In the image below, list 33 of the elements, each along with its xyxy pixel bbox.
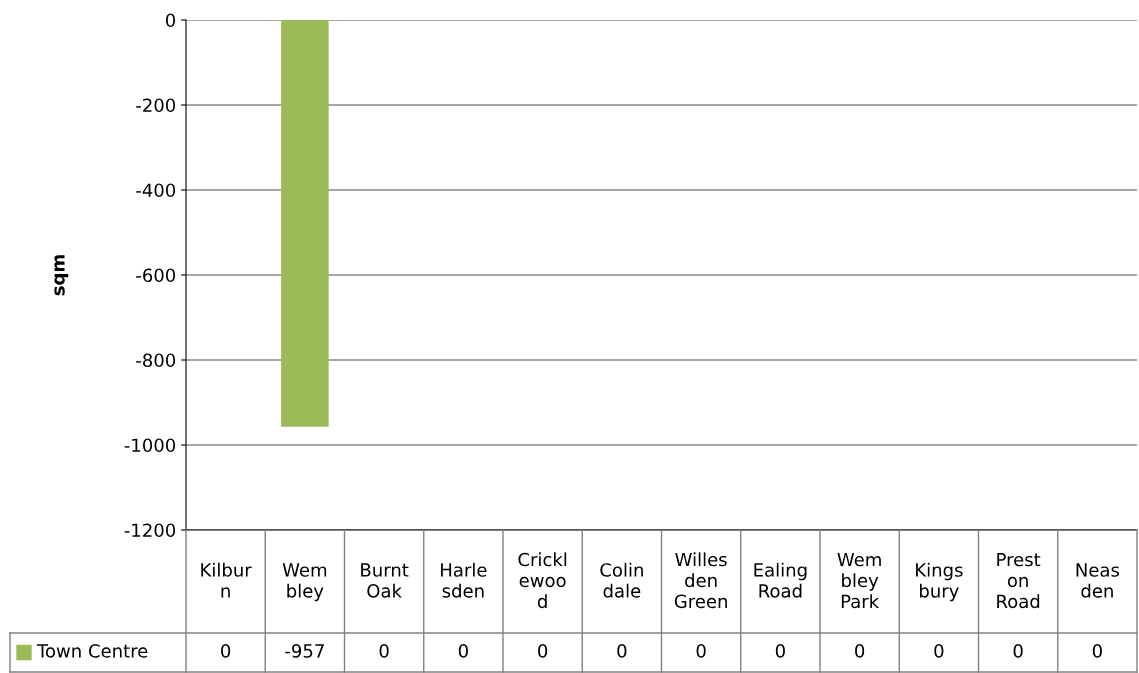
y-tick-label: 0 bbox=[165, 13, 176, 28]
x-tick-label: Burnt Oak bbox=[361, 563, 409, 598]
x-tick-label: Colin dale bbox=[600, 562, 643, 598]
x-tick-label: Crickl ewoo d bbox=[518, 552, 567, 609]
x-tick-label: Willes den Green bbox=[674, 552, 727, 609]
data-label: 0 bbox=[458, 644, 468, 658]
x-tick-label: Ealing Road bbox=[754, 562, 807, 598]
data-label: 0 bbox=[934, 644, 944, 658]
x-tick-label: Wem bley Park bbox=[837, 552, 881, 609]
legend-label: Town Centre bbox=[36, 644, 148, 658]
data-label: 0 bbox=[696, 644, 706, 658]
x-tick-label: Neas den bbox=[1076, 563, 1120, 598]
data-label: 0 bbox=[855, 644, 865, 658]
data-label: 0 bbox=[221, 644, 231, 658]
data-label: -957 bbox=[285, 644, 324, 658]
x-tick-label: Prest on Road bbox=[997, 552, 1041, 609]
data-label: 0 bbox=[1013, 644, 1023, 658]
y-axis-title: sqm bbox=[54, 255, 69, 296]
data-label: 0 bbox=[1092, 644, 1102, 658]
data-label: 0 bbox=[538, 644, 548, 658]
y-tick-label: -800 bbox=[136, 353, 176, 368]
x-tick-label: Kilbur n bbox=[201, 562, 252, 598]
x-tick-label: Kings bury bbox=[916, 562, 963, 602]
x-tick-label: Harle sden bbox=[441, 562, 487, 598]
y-tick-label: -1000 bbox=[124, 438, 176, 453]
y-tick-label: -400 bbox=[136, 183, 176, 198]
data-label: 0 bbox=[617, 644, 627, 658]
x-tick-label: Wem bley bbox=[282, 563, 327, 602]
y-tick-label: -600 bbox=[136, 268, 176, 283]
y-tick-label: -200 bbox=[136, 98, 176, 113]
data-label: 0 bbox=[775, 644, 785, 658]
y-tick-label: -1200 bbox=[124, 523, 176, 538]
data-label: 0 bbox=[379, 644, 389, 658]
